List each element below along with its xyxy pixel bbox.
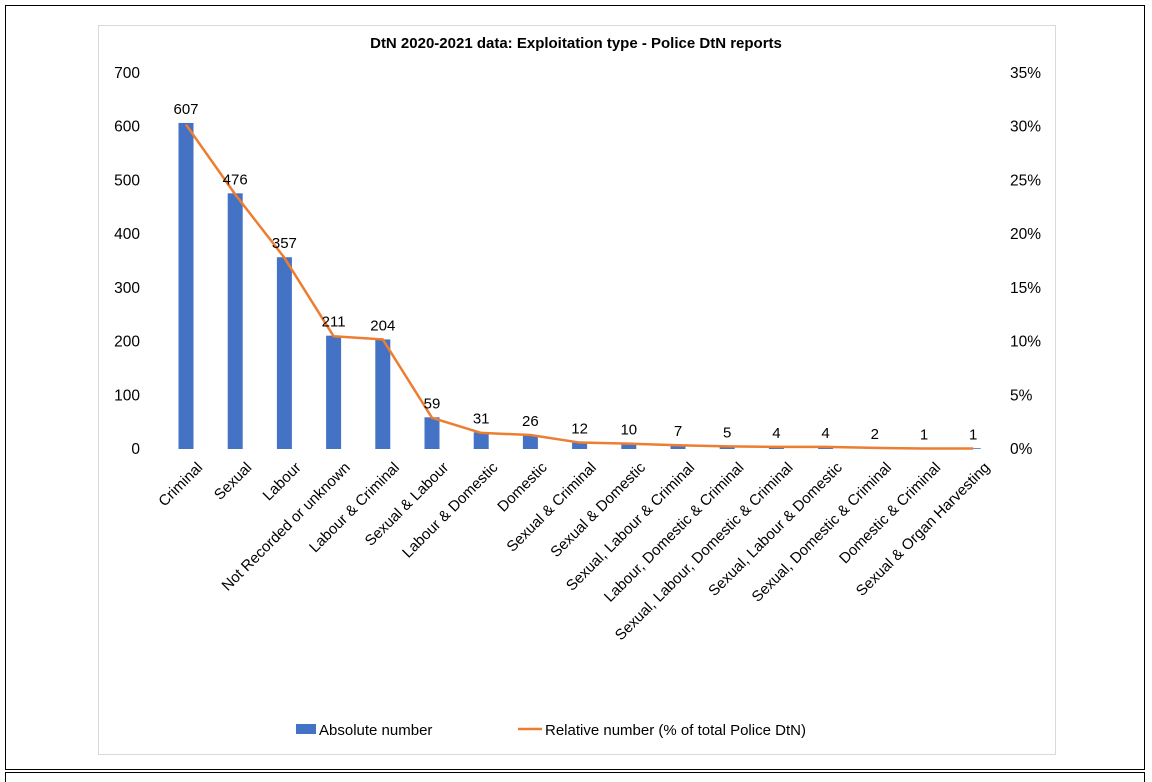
left-tick-label: 600 bbox=[114, 119, 140, 136]
data-label: 7 bbox=[674, 423, 682, 440]
line-series bbox=[184, 123, 974, 450]
left-tick-label: 100 bbox=[114, 387, 140, 404]
right-tick-label: 20% bbox=[1010, 226, 1041, 243]
bar bbox=[375, 339, 391, 449]
category-label: Labour & Criminal bbox=[306, 459, 403, 556]
data-label: 204 bbox=[370, 317, 395, 334]
data-label: 1 bbox=[969, 426, 977, 443]
bar bbox=[473, 432, 489, 449]
bar bbox=[326, 335, 342, 449]
chart-title: DtN 2020-2021 data: Exploitation type - … bbox=[370, 35, 782, 52]
category-label: Criminal bbox=[155, 459, 206, 510]
data-label: 4 bbox=[772, 425, 780, 442]
right-tick-label: 10% bbox=[1010, 334, 1041, 351]
bar bbox=[522, 435, 538, 449]
data-label: 211 bbox=[322, 314, 346, 331]
right-tick-label: 35% bbox=[1010, 65, 1041, 82]
right-tick-label: 25% bbox=[1010, 172, 1041, 189]
bar bbox=[719, 446, 735, 449]
legend: Absolute number Relative number (% of to… bbox=[296, 722, 806, 739]
lower-frame-edge bbox=[5, 772, 1145, 782]
data-label: 59 bbox=[424, 395, 441, 412]
left-tick-label: 700 bbox=[114, 65, 140, 82]
bar bbox=[621, 443, 637, 449]
category-label: Sexual & Labour bbox=[362, 459, 452, 549]
left-tick-label: 0 bbox=[131, 441, 140, 458]
left-tick-label: 200 bbox=[114, 334, 140, 351]
left-axis: 0 100 200 300 400 500 600 700 bbox=[114, 65, 140, 458]
data-label: 12 bbox=[571, 421, 588, 438]
data-label: 1 bbox=[920, 426, 928, 443]
bar bbox=[670, 445, 686, 449]
data-label: 476 bbox=[223, 171, 248, 188]
data-label: 607 bbox=[173, 101, 198, 118]
bar-series bbox=[178, 122, 981, 449]
bar bbox=[572, 442, 588, 449]
category-label: Sexual & Domestic bbox=[547, 459, 649, 561]
data-label: 4 bbox=[821, 425, 829, 442]
category-label: Sexual & Criminal bbox=[503, 459, 599, 555]
right-axis: 0% 5% 10% 15% 20% 25% 30% 35% bbox=[1010, 65, 1041, 458]
legend-label-relative: Relative number (% of total Police DtN) bbox=[545, 722, 806, 739]
bar bbox=[424, 417, 440, 449]
left-tick-label: 300 bbox=[114, 280, 140, 297]
legend-bar-swatch bbox=[296, 724, 316, 734]
right-tick-label: 30% bbox=[1010, 119, 1041, 136]
data-label: 2 bbox=[871, 426, 879, 443]
left-tick-label: 400 bbox=[114, 226, 140, 243]
category-label: Labour & Domestic bbox=[399, 459, 502, 562]
bar bbox=[178, 122, 194, 449]
data-label: 10 bbox=[620, 422, 637, 439]
figure-frame bbox=[5, 5, 1145, 770]
relative-number-line bbox=[184, 123, 974, 450]
category-label: Labour bbox=[260, 459, 305, 504]
legend-label-absolute: Absolute number bbox=[319, 722, 432, 739]
category-label: Sexual, Labour, Domestic & Criminal bbox=[612, 459, 797, 644]
data-label: 31 bbox=[473, 410, 490, 427]
category-label: Sexual bbox=[211, 459, 255, 503]
data-label: 357 bbox=[272, 235, 297, 252]
bar bbox=[276, 257, 292, 449]
bar bbox=[227, 193, 243, 449]
right-tick-label: 5% bbox=[1010, 387, 1033, 404]
data-label: 5 bbox=[723, 424, 731, 441]
right-tick-label: 0% bbox=[1010, 441, 1033, 458]
right-tick-label: 15% bbox=[1010, 280, 1041, 297]
left-tick-label: 500 bbox=[114, 172, 140, 189]
data-label: 26 bbox=[522, 413, 539, 430]
chart-panel bbox=[98, 25, 1056, 755]
